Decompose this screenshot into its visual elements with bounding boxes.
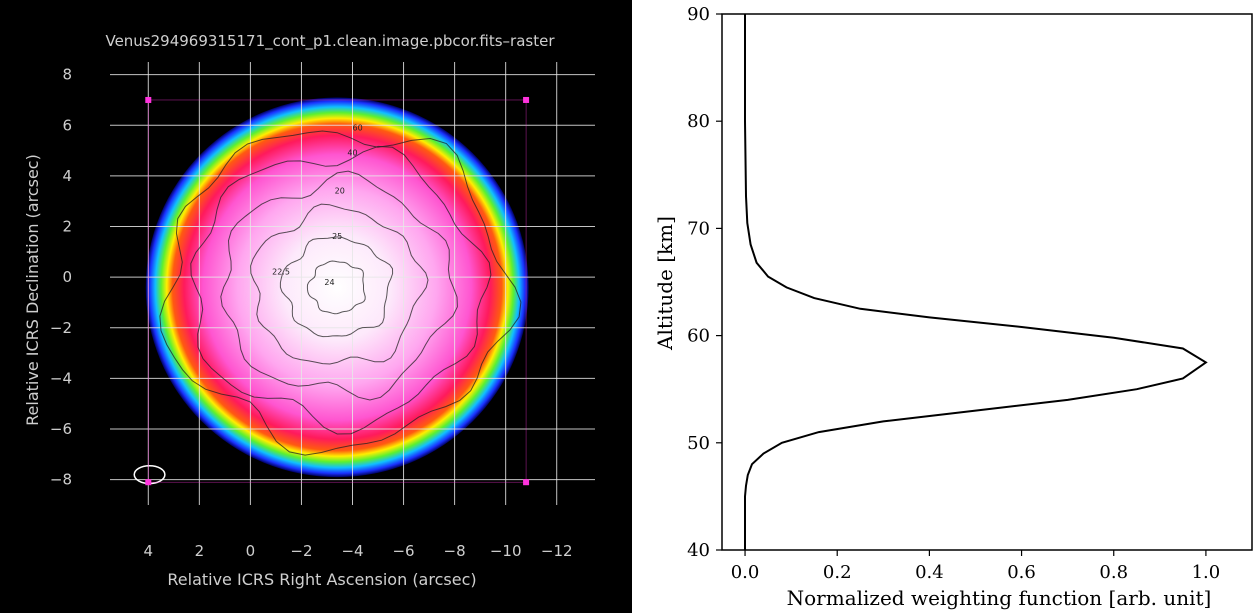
x-axis-label: Relative ICRS Right Ascension (arcsec) xyxy=(167,570,476,589)
y-tick-label-6: −4 xyxy=(50,369,72,387)
x-tick-label-1: 0.2 xyxy=(823,562,852,583)
contour-4 xyxy=(279,236,394,338)
plot-frame xyxy=(721,13,1253,551)
y-tick-label-2: 4 xyxy=(62,167,72,185)
x-tick-label-0: 4 xyxy=(144,542,154,560)
contour-2 xyxy=(220,170,458,401)
y-tick-label-4: 0 xyxy=(62,268,72,286)
y-tick-label-5: 90 xyxy=(687,4,710,25)
x-tick-label-1: 2 xyxy=(195,542,205,560)
venus-disk xyxy=(145,97,529,478)
venus-disk-layer xyxy=(145,97,529,478)
x-tick-label-4: −4 xyxy=(341,542,363,560)
y-tick-label-7: −6 xyxy=(50,420,72,438)
x-tick-label-8: −12 xyxy=(541,542,573,560)
x-tick-label-2: 0.4 xyxy=(915,562,944,583)
y-tick-label-1: 6 xyxy=(62,116,72,134)
x-tick-label-3: 0.6 xyxy=(1007,562,1036,583)
contour-1 xyxy=(190,145,492,435)
region-corner-marker-3 xyxy=(523,479,530,486)
region-corner-marker-2 xyxy=(145,479,152,486)
contour-label-0: 60 xyxy=(353,123,363,132)
contour-label-1: 40 xyxy=(347,149,357,158)
y-tick-label-1: 50 xyxy=(687,433,710,454)
region-box xyxy=(147,99,527,483)
region-corner-marker-1 xyxy=(523,96,530,103)
x-axis-label: Normalized weighting function [arb. unit… xyxy=(787,586,1212,610)
x-tick-label-6: −8 xyxy=(444,542,466,560)
x-tick-label-3: −2 xyxy=(290,542,312,560)
contour-5 xyxy=(306,260,366,315)
y-tick-label-4: 80 xyxy=(687,111,710,132)
y-tick-label-0: 40 xyxy=(687,540,710,561)
y-tick-label-3: 2 xyxy=(62,218,72,236)
coordinate-grid xyxy=(110,62,595,505)
x-tick-label-5: −6 xyxy=(392,542,414,560)
x-tick-label-2: 0 xyxy=(246,542,256,560)
contour-0 xyxy=(159,130,522,456)
contour-3 xyxy=(250,203,429,365)
y-tick-label-5: −2 xyxy=(50,319,72,337)
region-markers xyxy=(133,96,530,486)
contour-label-2: 20 xyxy=(335,187,345,196)
axis-ticks: 0.0 0.2 0.4 0.6 0.8 1.0 40 50 60 70 80 90 xyxy=(687,4,1220,583)
y-axis-label: Altitude [km] xyxy=(653,216,677,351)
image-title: Venus294969315171_cont_p1.clean.image.pb… xyxy=(105,32,555,51)
radio-image-panel: 60 40 20 25 22.5 24 4 2 0 −2 −4 −6 −8 −10 −12 8 6 4 2 0 −2−… xyxy=(0,0,632,613)
y-tick-label-0: 8 xyxy=(62,66,72,84)
x-tick-label-7: −10 xyxy=(490,542,522,560)
x-tick-label-5: 1.0 xyxy=(1192,562,1221,583)
x-tick-label-0: 0.0 xyxy=(731,562,760,583)
y-tick-label-2: 60 xyxy=(687,326,710,347)
contour-label-5: 24 xyxy=(324,278,334,287)
y-tick-label-8: −8 xyxy=(50,471,72,489)
weighting-function-line xyxy=(744,14,1208,550)
weighting-function-chart: 0.0 0.2 0.4 0.6 0.8 1.0 40 50 60 70 80 90 Normalize… xyxy=(653,4,1253,610)
contour-label-4: 22.5 xyxy=(272,268,290,277)
y-axis-label: Relative ICRS Declination (arcsec) xyxy=(23,154,42,426)
region-corner-marker-0 xyxy=(145,96,152,103)
y-tick-label-3: 70 xyxy=(687,218,710,239)
x-tick-label-4: 0.8 xyxy=(1099,562,1128,583)
